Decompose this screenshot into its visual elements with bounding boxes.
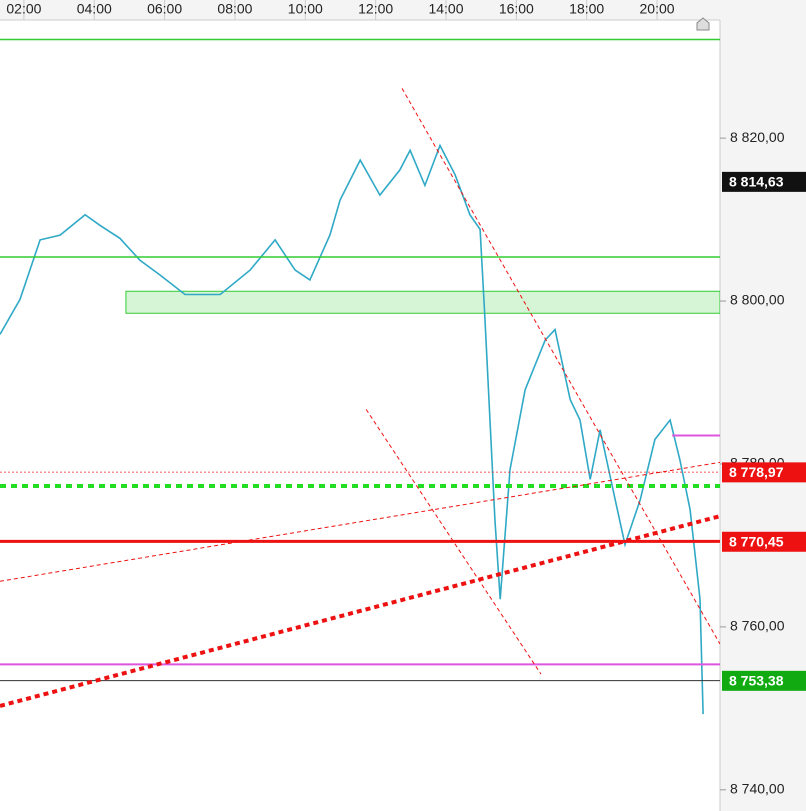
y-tick-label: 8 760,00 xyxy=(730,618,785,634)
price-tag xyxy=(722,462,806,483)
x-tick-label: 12:00 xyxy=(358,1,393,17)
trend-line xyxy=(0,514,720,708)
x-tick-label: 02:00 xyxy=(6,1,41,17)
price-tag-label: 8 814,63 xyxy=(729,174,784,190)
trend-line xyxy=(401,88,720,645)
x-tick-label: 18:00 xyxy=(569,1,604,17)
price-line xyxy=(0,143,704,715)
price-tag xyxy=(722,531,806,552)
price-tag-label: 8 778,97 xyxy=(729,464,784,480)
trend-line xyxy=(0,461,720,582)
price-tag xyxy=(722,670,806,691)
y-tick-label: 8 820,00 xyxy=(730,129,785,145)
x-tick-label: 04:00 xyxy=(77,1,112,17)
trend-line xyxy=(365,409,542,675)
x-tick-label: 14:00 xyxy=(428,1,463,17)
x-tick-label: 08:00 xyxy=(217,1,252,17)
y-tick-label: 8 740,00 xyxy=(730,781,785,797)
price-tag-label: 8 753,38 xyxy=(729,673,784,689)
x-tick-label: 20:00 xyxy=(640,1,675,17)
y-tick-label: 8 800,00 xyxy=(730,292,785,308)
zone xyxy=(125,290,720,314)
x-tick-label: 16:00 xyxy=(499,1,534,17)
home-icon[interactable] xyxy=(696,17,710,31)
price-tag xyxy=(722,171,806,192)
time-axis xyxy=(0,0,806,20)
price-tag-label: 8 770,45 xyxy=(729,533,784,549)
x-tick-label: 06:00 xyxy=(147,1,182,17)
x-tick-label: 10:00 xyxy=(288,1,323,17)
plot xyxy=(0,38,720,715)
